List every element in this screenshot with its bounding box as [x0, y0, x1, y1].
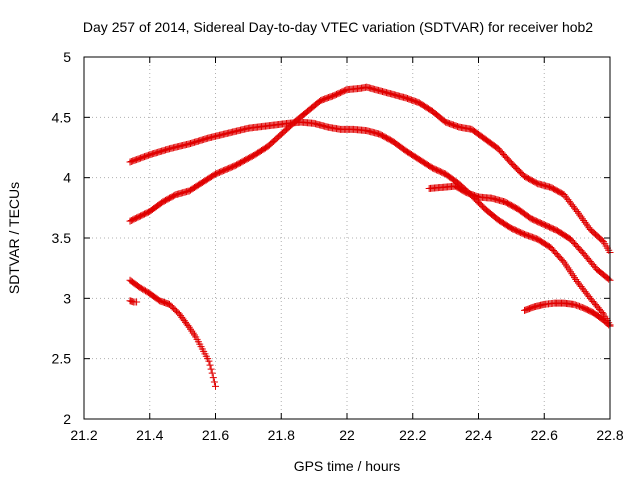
data-point — [576, 211, 584, 219]
data-point — [582, 220, 590, 228]
data-point — [598, 308, 606, 316]
grid — [84, 57, 610, 419]
data-point — [578, 215, 586, 223]
x-tick-labels: 21.2 21.4 21.6 21.8 22 22.2 22.4 22.6 22.8 — [70, 427, 623, 443]
x-tick-label: 22.4 — [465, 427, 492, 443]
data-point — [580, 217, 588, 225]
y-tick-label: 2.5 — [52, 351, 72, 367]
y-tick-label: 3 — [63, 290, 71, 306]
series-track-lower-right — [521, 299, 614, 330]
data-point — [577, 213, 585, 221]
series-track-main-arc — [126, 83, 614, 256]
data-point — [206, 361, 214, 369]
x-tick-label: 22 — [339, 427, 355, 443]
data-point — [184, 322, 192, 330]
y-tick-label: 4.5 — [52, 109, 72, 125]
x-axis-label: GPS time / hours — [294, 458, 401, 474]
data-point — [605, 275, 613, 283]
x-tick-label: 21.8 — [268, 427, 295, 443]
series-track-short-left — [126, 297, 141, 306]
series-track-lower-left — [126, 276, 219, 390]
y-tick-label: 2 — [63, 411, 71, 427]
x-tick-label: 21.6 — [202, 427, 229, 443]
y-tick-label: 4 — [63, 170, 71, 186]
series-track-upper-left — [126, 118, 614, 329]
y-tick-labels: 2 2.5 3 3.5 4 4.5 5 — [52, 49, 72, 427]
data-point — [209, 374, 217, 382]
data-point — [605, 321, 613, 329]
data-point — [210, 378, 218, 386]
y-tick-label: 3.5 — [52, 230, 72, 246]
x-tick-label: 22.8 — [596, 427, 623, 443]
x-tick-label: 21.2 — [70, 427, 97, 443]
data-point — [584, 222, 592, 230]
y-tick-label: 5 — [63, 49, 71, 65]
data-point — [133, 298, 141, 306]
plot-frame — [83, 56, 611, 420]
x-tick-label: 22.2 — [399, 427, 426, 443]
data-point — [581, 218, 589, 226]
chart-title: Day 257 of 2014, Sidereal Day-to-day VTE… — [83, 19, 593, 35]
x-tick-label: 21.4 — [136, 427, 163, 443]
data-point — [573, 207, 581, 215]
data-points — [126, 83, 614, 390]
x-tick-label: 22.6 — [531, 427, 558, 443]
data-point — [207, 365, 215, 373]
data-point — [208, 369, 216, 377]
data-point — [212, 382, 219, 390]
data-point — [574, 209, 582, 217]
y-axis-label: SDTVAR / TECUs — [6, 182, 22, 294]
data-point — [205, 357, 213, 365]
